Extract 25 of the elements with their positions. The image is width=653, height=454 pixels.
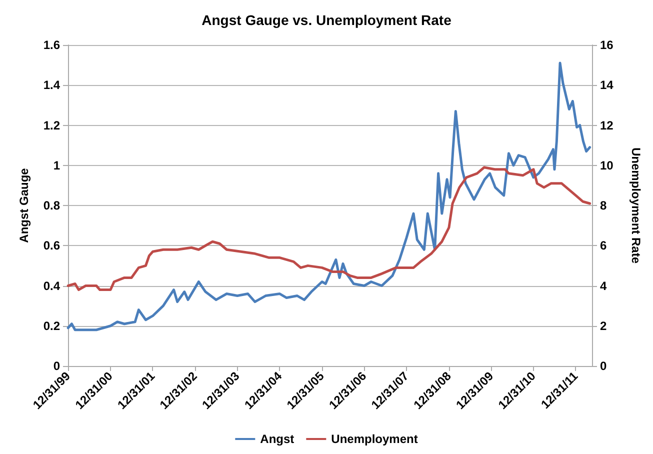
y-axis-title: Angst Gauge: [17, 168, 31, 243]
line-series: [66, 62, 592, 332]
y2-tick-label: 14: [600, 78, 614, 92]
y-tick-label: 0.8: [43, 198, 60, 212]
y-tick-label: 1.6: [43, 38, 60, 52]
y2-tick-label: 10: [600, 158, 614, 172]
y-tick-label: 1.2: [43, 118, 60, 132]
y2-tick-label: 8: [600, 198, 607, 212]
legend-label: Angst: [260, 432, 294, 446]
y2-tick-label: 6: [600, 238, 607, 253]
chart-title: Angst Gauge vs. Unemployment Rate: [202, 12, 452, 28]
line-series: [66, 166, 592, 292]
y-tick-label: 0.4: [43, 278, 60, 293]
y-tick-label: 0: [53, 359, 60, 373]
y2-tick-label: 2: [600, 318, 607, 333]
y2-tick-label: 12: [600, 118, 614, 132]
legend-label: Unemployment: [331, 432, 418, 446]
y2-axis-title: Unemployment Rate: [629, 147, 643, 264]
y-tick-label: 0.6: [43, 238, 60, 253]
y2-tick-label: 4: [600, 278, 607, 293]
y2-tick-label: 16: [600, 38, 614, 52]
y-tick-label: 1.4: [43, 78, 60, 92]
y-tick-label: 0.2: [43, 318, 60, 333]
y-tick-label: 1: [53, 158, 60, 172]
y2-tick-label: 0: [600, 359, 607, 373]
